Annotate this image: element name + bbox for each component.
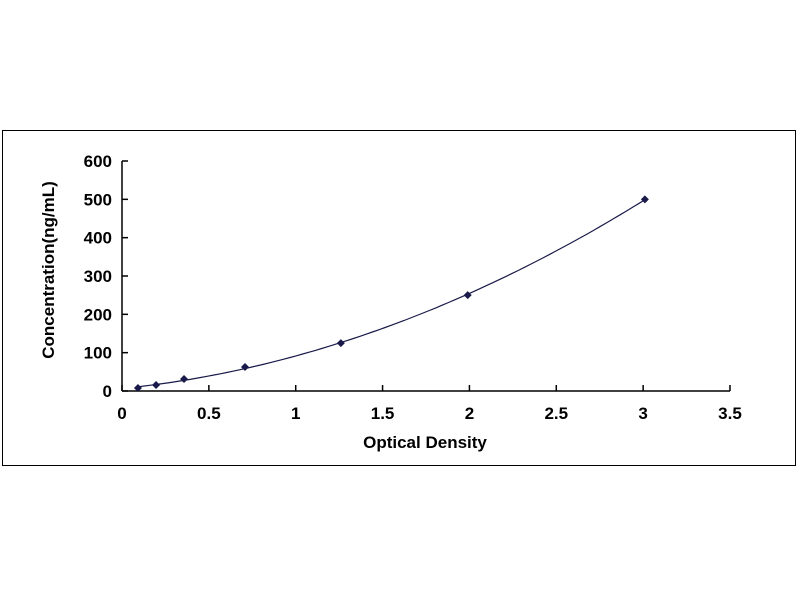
data-point bbox=[240, 363, 249, 372]
x-axis-label: Optical Density bbox=[363, 433, 487, 452]
trend-curve bbox=[137, 199, 646, 388]
y-tick-label: 0 bbox=[103, 382, 112, 401]
x-tick-label: 3 bbox=[638, 404, 647, 423]
y-tick-label: 500 bbox=[84, 190, 112, 209]
x-tick-label: 3.5 bbox=[718, 404, 742, 423]
y-tick-label: 400 bbox=[84, 229, 112, 248]
data-point bbox=[133, 384, 142, 393]
data-point bbox=[336, 339, 345, 348]
data-point bbox=[180, 375, 189, 384]
x-tick-label: 2.5 bbox=[544, 404, 568, 423]
y-tick-label: 300 bbox=[84, 267, 112, 286]
chart-frame bbox=[2, 130, 796, 466]
x-tick-label: 1.5 bbox=[371, 404, 395, 423]
y-tick-label: 100 bbox=[84, 344, 112, 363]
data-point bbox=[152, 381, 161, 390]
x-tick-label: 1 bbox=[291, 404, 300, 423]
y-tick-label: 600 bbox=[84, 152, 112, 171]
data-point bbox=[463, 291, 472, 300]
y-tick-label: 200 bbox=[84, 305, 112, 324]
x-tick-label: 0.5 bbox=[197, 404, 221, 423]
y-axis-label: Concentration(ng/mL) bbox=[39, 181, 58, 359]
x-tick-label: 2 bbox=[465, 404, 474, 423]
x-tick-label: 0 bbox=[117, 404, 126, 423]
data-point bbox=[640, 195, 649, 204]
